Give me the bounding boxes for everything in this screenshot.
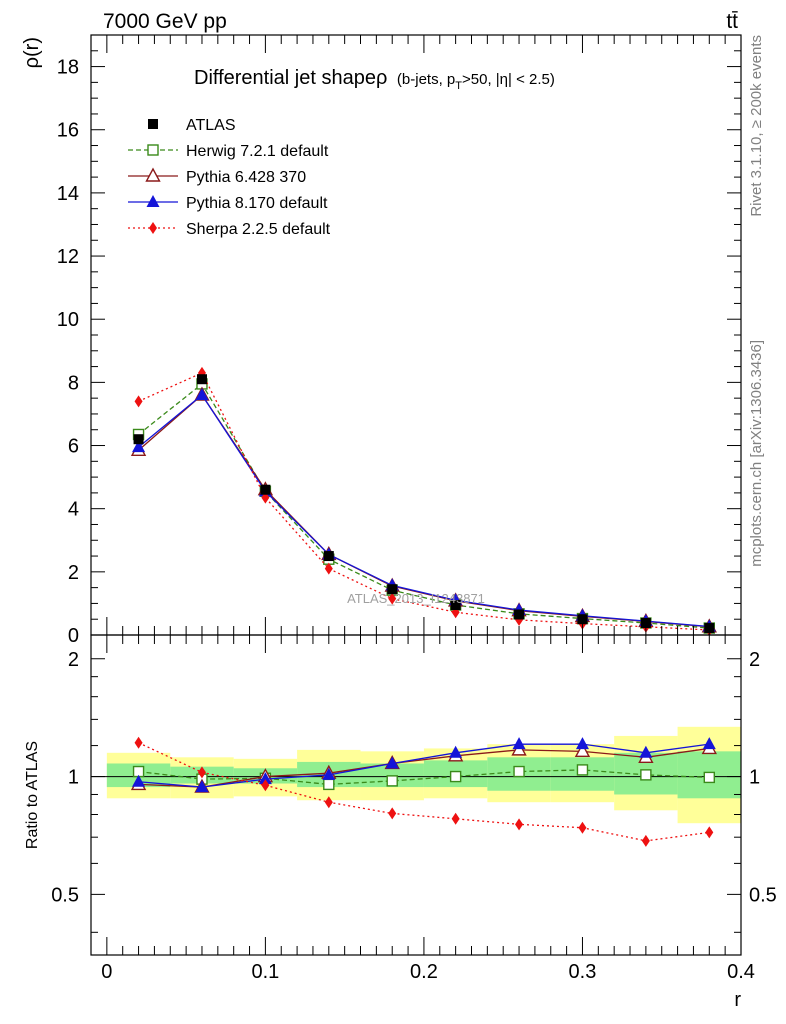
ratio-ylabel: Ratio to ATLAS <box>24 741 41 849</box>
legend-marker <box>148 119 158 129</box>
main-y-tick-label: 12 <box>57 246 79 268</box>
ratio-frame <box>90 634 742 956</box>
chart-title-main: Differential jet shapeρ <box>194 67 387 89</box>
main-y-tick-label: 16 <box>57 120 79 142</box>
ratio-point <box>323 778 335 791</box>
main-point <box>640 618 651 628</box>
main-y-tick-label: 0 <box>68 625 79 647</box>
x-tick-label: 0.1 <box>251 961 279 983</box>
ratio-point <box>449 745 463 758</box>
ratio-y-tick-label-right: 0.5 <box>749 884 777 906</box>
main-point <box>134 395 143 408</box>
ratio-point <box>134 736 143 749</box>
ratio-point <box>578 821 587 834</box>
legend-marker <box>145 167 161 182</box>
ratio-series-line <box>138 742 710 842</box>
main-y-tick-label: 4 <box>68 499 79 521</box>
ratio-point <box>197 766 206 779</box>
rivet-label: Rivet 3.1.10, ≥ 200k events <box>748 35 765 217</box>
main-series-line <box>138 394 710 628</box>
x-tick-label: 0.2 <box>410 961 438 983</box>
main-point <box>450 600 461 610</box>
ratio-point <box>703 771 715 784</box>
energy-label: 7000 GeV pp <box>103 10 227 33</box>
analysis-watermark: ATLAS_2013_I1243871 <box>347 591 485 606</box>
x-tick-label: 0.3 <box>569 961 597 983</box>
chart-title: Differential jet shapeρ (b-jets, pT>50, … <box>194 67 555 92</box>
chart-title-sub-subscript: T <box>455 80 462 92</box>
main-point <box>132 440 146 453</box>
legend-label: Pythia 6.428 370 <box>186 169 306 186</box>
legend-label: ATLAS <box>186 117 236 134</box>
main-point <box>260 484 271 495</box>
main-y-tick-label: 18 <box>57 57 79 79</box>
legend: ATLAS Herwig 7.2.1 default Pythia 6.428 37… <box>128 117 331 238</box>
chart-title-sub-tail: >50, |η| < 2.5) <box>462 71 555 88</box>
ratio-point <box>386 775 398 787</box>
ratio-point <box>449 770 462 783</box>
ratio-point <box>324 796 333 809</box>
main-y-tick-label: 14 <box>57 183 79 205</box>
ratio-point <box>515 818 524 831</box>
ratio-y-tick-label: 1 <box>68 767 79 789</box>
ratio-series-line <box>138 769 710 786</box>
x-axis-label: r <box>734 989 741 1011</box>
ratio-point <box>639 745 653 758</box>
process-label: tt̄ <box>726 10 738 33</box>
ratio-point <box>702 737 716 750</box>
main-point <box>514 609 525 620</box>
ratio-point <box>388 807 397 820</box>
ratio-point <box>132 774 146 787</box>
ratio-point <box>575 737 589 750</box>
ratio-y-tick-label-right: 1 <box>749 767 760 789</box>
ratio-point <box>385 756 399 769</box>
legend-marker <box>149 222 157 234</box>
main-point <box>387 584 398 595</box>
legend-marker <box>147 144 159 156</box>
ratio-y-tick-label: 0.5 <box>51 884 79 906</box>
legend-label: Pythia 8.170 default <box>186 195 328 212</box>
ratio-series-2 <box>132 737 716 793</box>
ratio-point <box>512 737 526 750</box>
ratio-series-group <box>130 736 717 847</box>
main-y-tick-label: 10 <box>57 309 79 331</box>
x-tick-label: 0 <box>101 961 112 983</box>
legend-marker <box>146 195 160 207</box>
ratio-point <box>261 779 270 792</box>
chart-title-sub: (b-jets, p <box>397 71 455 88</box>
ratio-series-3 <box>134 736 714 847</box>
main-point <box>388 592 397 605</box>
mcplots-label: mcplots.cern.ch [arXiv:1306.3436] <box>748 340 765 567</box>
ratio-series-line <box>138 747 710 788</box>
main-y-tick-label: 8 <box>68 372 79 394</box>
ratio-y-tick-label: 2 <box>68 649 79 671</box>
x-tick-label: 0.4 <box>727 961 755 983</box>
main-point <box>324 562 333 575</box>
main-point <box>323 551 334 562</box>
ratio-point <box>574 742 591 758</box>
main-ylabel: ρ(r) <box>21 37 43 68</box>
ratio-point <box>576 764 589 776</box>
main-point <box>133 434 144 445</box>
ratio-point <box>195 780 209 793</box>
ratio-point <box>258 772 272 785</box>
legend-label: Sherpa 2.2.5 default <box>186 221 331 238</box>
ratio-point <box>513 765 525 778</box>
main-point <box>196 374 207 385</box>
legend-label: Herwig 7.2.1 default <box>186 143 329 160</box>
ratio-point <box>451 812 460 825</box>
ratio-point <box>705 826 714 839</box>
main-point <box>195 388 209 400</box>
ratio-y-tick-label-right: 2 <box>749 649 760 671</box>
ratio-point <box>640 769 652 781</box>
main-y-tick-label: 6 <box>68 436 79 458</box>
ratio-series-line <box>138 743 710 788</box>
ratio-point <box>641 834 650 847</box>
main-y-tick-label: 2 <box>68 562 79 584</box>
main-series-line <box>138 382 710 629</box>
ratio-point <box>322 767 336 780</box>
